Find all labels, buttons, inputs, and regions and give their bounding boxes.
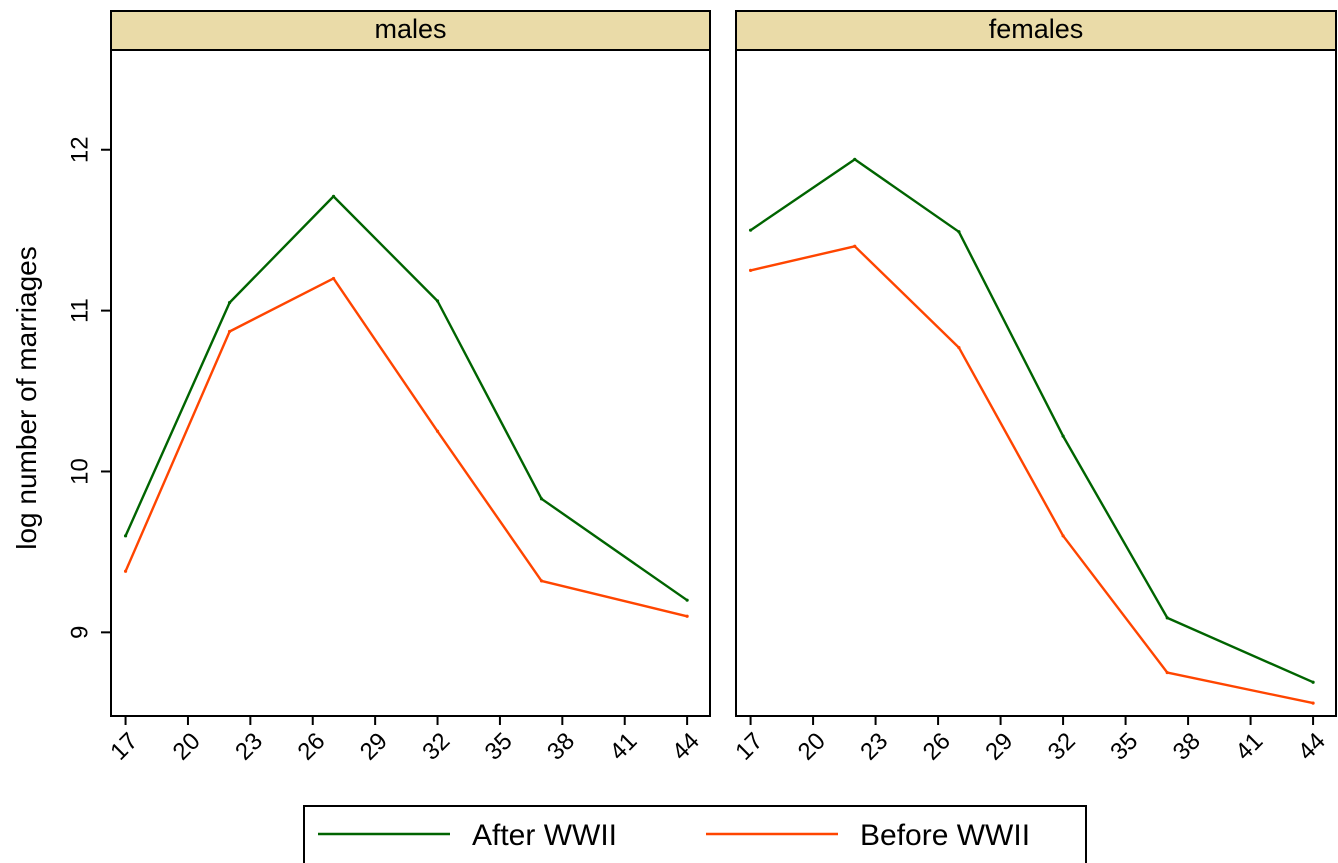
x-tick-label: 23 [230, 728, 268, 766]
y-tick-label: 10 [66, 458, 93, 485]
panel-strip [110, 10, 711, 51]
y-tick-label: 11 [66, 298, 93, 323]
x-tick-label: 17 [105, 728, 143, 766]
panel-title: females [989, 14, 1084, 44]
data-point-before-wwii [227, 329, 232, 334]
x-tick-label: 20 [793, 728, 831, 766]
data-point-before-wwii [853, 244, 857, 248]
x-tick-label: 29 [980, 728, 1018, 766]
x-tick-label: 41 [1230, 728, 1268, 766]
x-tick-label: 29 [355, 728, 393, 766]
data-point-after-wwii [1061, 434, 1065, 438]
data-point-before-wwii [748, 268, 753, 272]
data-point-after-wwii [1165, 616, 1169, 620]
x-tick-label: 23 [855, 728, 893, 766]
data-point-after-wwii [685, 598, 689, 602]
data-point-before-wwii [957, 346, 961, 350]
data-point-before-wwii [539, 579, 544, 583]
data-point-after-wwii [957, 230, 961, 234]
data-point-before-wwii [1061, 534, 1065, 538]
data-point-before-wwii [435, 429, 440, 433]
x-tick-label: 44 [667, 728, 705, 766]
data-point-after-wwii [435, 299, 440, 303]
panel-title: males [374, 14, 446, 44]
y-tick-label: 12 [66, 136, 93, 163]
data-point-before-wwii [685, 614, 689, 618]
legend-label-after-wwii: After WWII [472, 819, 617, 852]
legend-box [303, 805, 1087, 863]
x-tick-label: 17 [730, 728, 768, 766]
x-tick-label: 35 [1105, 728, 1143, 766]
x-tick-label: 32 [1043, 728, 1081, 766]
data-point-before-wwii [123, 569, 128, 573]
y-axis-title: log number of marriages [11, 246, 42, 549]
panel-females: females 17 20 23 26 29 32 35 38 41 44 [730, 10, 1337, 766]
x-tick-label: 38 [1168, 728, 1206, 766]
x-tick-label: 32 [417, 728, 455, 766]
data-point-after-wwii [539, 497, 544, 501]
series-line-after-wwii [749, 158, 1314, 684]
x-tick-label: 38 [542, 728, 580, 766]
series-line-after-wwii [124, 195, 688, 602]
x-tick-label: 35 [480, 728, 518, 766]
y-tick-label: 9 [66, 626, 93, 639]
x-tick-label: 44 [1293, 728, 1331, 766]
panel-males: males 9 10 11 12 17 20 23 26 29 32 35 38 41 44 [66, 10, 711, 766]
x-tick-label: 20 [168, 728, 206, 766]
data-point-before-wwii [1165, 670, 1169, 675]
data-point-after-wwii [331, 194, 336, 198]
series-line-before-wwii [750, 245, 1314, 705]
data-point-after-wwii [853, 157, 857, 161]
legend-label-before-wwii: Before WWII [860, 819, 1030, 852]
series-line-before-wwii [124, 277, 688, 618]
data-point-after-wwii [1311, 680, 1315, 684]
data-point-before-wwii [1311, 701, 1315, 705]
x-tick-label: 26 [293, 728, 331, 766]
data-point-after-wwii [748, 228, 753, 232]
data-point-after-wwii [123, 534, 128, 538]
legend: After WWII Before WWII [303, 805, 1087, 863]
x-tick-label: 26 [918, 728, 956, 766]
data-point-before-wwii [331, 276, 336, 281]
plot-frame [110, 49, 711, 717]
data-point-after-wwii [227, 300, 232, 305]
x-tick-label: 41 [604, 728, 642, 766]
